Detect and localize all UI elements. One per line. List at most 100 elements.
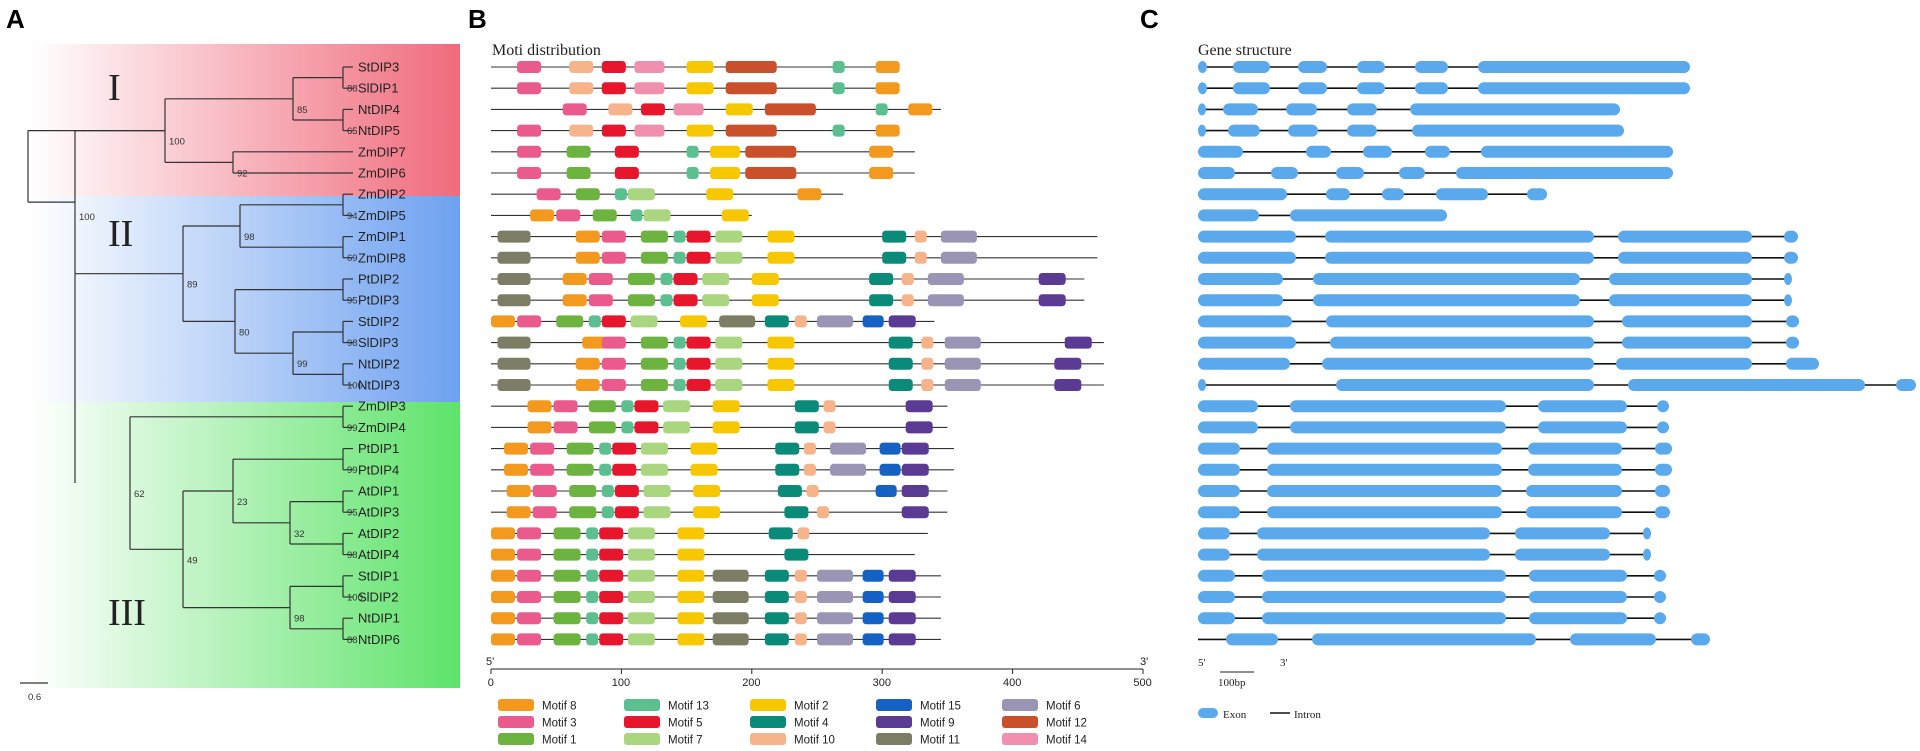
- gene-row: [1198, 294, 1792, 307]
- leaf-label: ZmDIP1: [358, 229, 406, 244]
- motif-box-11: [497, 273, 531, 285]
- leaf-label: SlDIP2: [358, 590, 398, 605]
- exon-box: [1262, 612, 1506, 625]
- motif-box-15: [879, 442, 901, 455]
- gene-row: [1198, 463, 1672, 476]
- bootstrap-value: 23: [237, 497, 248, 508]
- exon-box: [1481, 145, 1673, 158]
- gene-row: [1198, 612, 1666, 625]
- clade-bg-i: [30, 44, 460, 196]
- motif-box-12: [745, 167, 797, 179]
- exon-box: [1198, 124, 1206, 137]
- gene-row: [1198, 315, 1799, 328]
- motif-box-2: [693, 485, 721, 497]
- motif-box-9: [901, 485, 929, 497]
- motif-box-3: [532, 485, 557, 497]
- motif-box-10: [823, 421, 836, 434]
- exon-box: [1228, 124, 1260, 137]
- bootstrap-value: 69: [347, 253, 358, 264]
- motif-box-9: [901, 506, 929, 519]
- motif-box-1: [553, 527, 581, 540]
- exon-box: [1347, 103, 1377, 116]
- exon-box: [1412, 124, 1624, 137]
- motif-box-7: [627, 633, 655, 646]
- exon-box: [1784, 273, 1792, 285]
- motif-box-10: [921, 379, 934, 391]
- motif-box-15: [862, 633, 884, 646]
- legend-label: Motif 15: [920, 701, 961, 713]
- motif-box-15: [862, 315, 884, 328]
- gene-row: [1198, 421, 1669, 434]
- motif-box-1: [627, 273, 655, 285]
- exon-box: [1357, 61, 1385, 73]
- exon-box: [1655, 506, 1670, 519]
- exon-box: [1298, 82, 1327, 95]
- motif-box-4: [784, 506, 809, 519]
- motif-box-11: [497, 294, 531, 307]
- legend-swatch: [624, 733, 660, 745]
- leaf-label: PtDIP3: [358, 293, 399, 308]
- motif-box-8: [527, 400, 552, 413]
- legend-item: Motif 12: [1002, 716, 1087, 730]
- bootstrap-value: 62: [134, 489, 145, 500]
- motif-box-15: [875, 485, 897, 497]
- legend-swatch: [750, 699, 786, 711]
- exon-box: [1657, 400, 1669, 413]
- exon-box: [1326, 188, 1350, 201]
- motif-panel-title: Moti distribution: [492, 42, 601, 59]
- exon-box: [1267, 442, 1502, 455]
- motif-box-8: [869, 145, 894, 158]
- motif-box-2: [751, 273, 779, 285]
- bootstrap-value: 94: [347, 211, 358, 222]
- motif-box-9: [1038, 273, 1066, 285]
- motif-box-5: [599, 548, 624, 561]
- motif-row: [491, 273, 1085, 285]
- exon-box: [1198, 82, 1207, 95]
- leaf-label: AtDIP3: [358, 505, 399, 520]
- gene-5prime-label: 5': [1198, 657, 1206, 669]
- exon-box: [1410, 103, 1620, 116]
- motif-row: [491, 336, 1104, 349]
- motif-box-8: [875, 82, 900, 95]
- legend-item: Motif 2: [750, 699, 829, 713]
- motif-box-5: [634, 400, 659, 413]
- motif-box-5: [673, 294, 698, 307]
- bootstrap-value: 99: [297, 359, 308, 370]
- motif-box-1: [556, 315, 584, 328]
- motif-box-15: [862, 612, 884, 625]
- motif-box-5: [686, 251, 711, 264]
- gene-row: [1198, 209, 1447, 222]
- gene-row: [1198, 167, 1673, 179]
- bootstrap-value: 100: [347, 592, 363, 603]
- bootstrap-value: 85: [297, 105, 308, 116]
- gene-row: [1198, 273, 1792, 285]
- bootstrap-value: 95: [347, 508, 358, 519]
- motif-box-5: [599, 591, 624, 603]
- bootstrap-value: 100: [79, 212, 95, 223]
- motif-box-4: [775, 442, 800, 455]
- exon-box: [1198, 188, 1287, 201]
- legend-label: Motif 5: [668, 718, 703, 730]
- motif-box-13: [621, 400, 634, 413]
- axis-tick-label: 200: [742, 677, 760, 689]
- exon-box: [1784, 251, 1798, 264]
- motif-row: [491, 400, 948, 413]
- motif-box-13: [832, 61, 845, 73]
- motif-box-8: [506, 485, 531, 497]
- leaf-label: PtDIP2: [358, 272, 399, 287]
- leaf-label: PtDIP4: [358, 462, 399, 477]
- motif-box-5: [614, 485, 639, 497]
- tree-scale-label: 0.6: [28, 692, 41, 703]
- motif-box-8: [491, 591, 515, 603]
- legend-item: Motif 14: [1002, 733, 1088, 747]
- motif-box-3: [562, 103, 587, 116]
- gene-row: [1198, 548, 1651, 561]
- motif-box-2: [677, 612, 705, 625]
- motif-box-3: [517, 548, 542, 561]
- exon-box: [1198, 294, 1283, 307]
- exon-box: [1529, 569, 1627, 582]
- motif-box-5: [601, 82, 626, 95]
- motif-box-5: [599, 633, 624, 646]
- motif-box-10: [806, 485, 819, 497]
- motif-row: [491, 209, 752, 222]
